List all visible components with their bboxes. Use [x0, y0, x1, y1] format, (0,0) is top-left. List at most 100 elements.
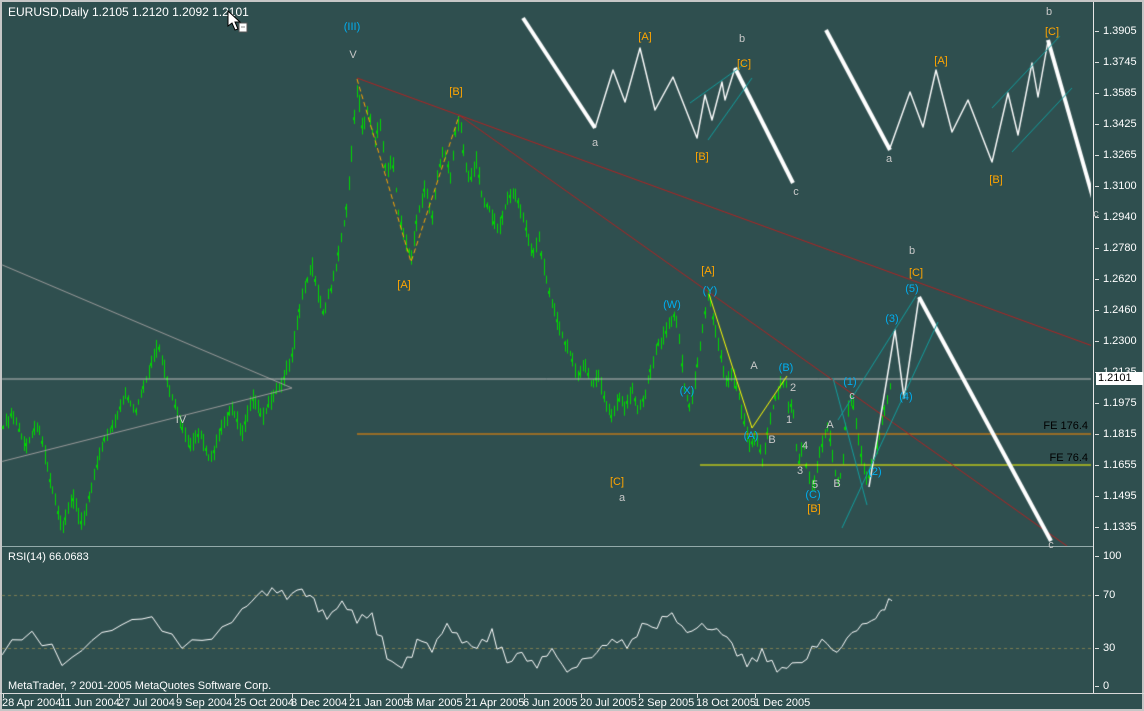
wave-label-y: (Y) [702, 285, 718, 297]
date-axis-tick [466, 694, 467, 698]
date-axis-label: 1 Dec 2005 [754, 697, 811, 709]
date-axis-tick [524, 694, 525, 698]
price-axis-label: 1.2620 [1103, 273, 1137, 285]
rsi-axis-tick [1095, 648, 1099, 649]
wave-label-x: (X) [679, 385, 695, 397]
wave-label-y-a: [A] [701, 265, 715, 277]
date-axis-tick [350, 694, 351, 698]
forecast-label-c-end: c [1048, 539, 1054, 551]
pattern1-label-bc: [C] [736, 58, 752, 70]
price-axis-tick [1095, 310, 1099, 311]
pattern1-label-b: b [738, 33, 746, 45]
date-axis-label: 8 Mar 2005 [407, 697, 463, 709]
pattern2-label-ba: [A] [934, 55, 948, 67]
date-axis-tick [235, 694, 236, 698]
pattern2-label-c: c [1093, 208, 1099, 220]
price-axis-border [1093, 2, 1094, 693]
sub-label-2: 2 [789, 382, 797, 394]
wave-label-iii: (III) [343, 21, 361, 33]
date-axis-label: 18 Oct 2005 [696, 697, 756, 709]
sub-label-b2: B [833, 478, 841, 490]
pane-separator[interactable] [2, 546, 1093, 547]
price-axis-tick [1095, 248, 1099, 249]
price-axis-tick [1095, 496, 1099, 497]
copyright-text: MetaTrader, ? 2001-2005 MetaQuotes Softw… [8, 680, 272, 692]
wave-label-w: (W) [663, 299, 681, 311]
price-axis-tick [1095, 465, 1099, 466]
price-axis-label: 1.3745 [1103, 56, 1137, 68]
date-axis-tick [292, 694, 293, 698]
rsi-axis-label: 70 [1103, 589, 1116, 601]
pattern1-label-a: a [591, 137, 599, 149]
wave-label-b1-a: [A] [397, 279, 411, 291]
price-axis-label: 1.1975 [1103, 397, 1137, 409]
rsi-axis-tick [1095, 595, 1099, 596]
date-axis-label: 20 Jul 2005 [580, 697, 637, 709]
price-axis-tick [1095, 155, 1099, 156]
price-axis[interactable]: 1.2101 1.3905 1.3745 1.3585 1.3425 1.3265 1.3… [1094, 0, 1144, 693]
date-axis-label: 21 Jan 2005 [349, 697, 410, 709]
wave-label-b1-b: [B] [449, 86, 463, 98]
price-axis-label: 1.3585 [1103, 87, 1137, 99]
date-axis-separator [0, 693, 1144, 694]
price-axis-tick [1095, 403, 1099, 404]
wave-label-bf: [B] [807, 503, 821, 515]
date-axis-label: 11 Jun 2004 [60, 697, 120, 709]
wave-label-iv: IV [175, 414, 187, 426]
date-axis-tick [61, 694, 62, 698]
forecast-label-2: (2) [868, 466, 882, 478]
price-axis-tick [1095, 341, 1099, 342]
rsi-indicator-label: RSI(14) 66.0683 [8, 551, 89, 563]
pattern2-label-bc: [C] [1044, 26, 1060, 38]
pattern2-label-b: b [1045, 6, 1053, 18]
pattern1-label-ba: [A] [638, 31, 652, 43]
rsi-axis-tick [1095, 686, 1099, 687]
wave-label-c-target: [C] [609, 476, 625, 488]
price-axis-tick [1095, 62, 1099, 63]
price-axis-label: 1.2460 [1103, 304, 1137, 316]
price-axis-tick [1095, 279, 1099, 280]
date-axis-tick [3, 694, 4, 698]
wave-label-2c: (C) [805, 489, 821, 501]
price-axis-tick [1095, 31, 1099, 32]
date-axis-label: 2 Sep 2005 [638, 697, 695, 709]
price-axis-label: 1.1335 [1103, 521, 1137, 533]
date-axis-label: 9 Sep 2004 [176, 697, 233, 709]
date-axis[interactable]: 28 Apr 2004 11 Jun 2004 27 Jul 2004 9 Sep 2… [0, 694, 1144, 711]
forecast-label-5: (5) [905, 283, 919, 295]
price-axis-label: 1.3905 [1103, 25, 1137, 37]
forecast-label-1: (1) [843, 376, 857, 388]
price-axis-label: 1.1655 [1103, 459, 1137, 471]
pattern1-label-c: c [793, 186, 799, 198]
mouse-cursor-icon [227, 10, 248, 33]
sub-label-4: 4 [801, 440, 809, 452]
wave-label-2b: (B) [778, 362, 794, 374]
date-axis-tick [639, 694, 640, 698]
forecast-label-4: (4) [899, 391, 913, 403]
sub-label-b: B [768, 434, 776, 446]
date-axis-tick [581, 694, 582, 698]
date-axis-label: 8 Dec 2004 [291, 697, 348, 709]
rsi-axis-label: 0 [1103, 680, 1110, 692]
wave-label-a-target: a [618, 492, 626, 504]
price-axis-label: 1.3425 [1103, 118, 1137, 130]
chart-title: EURUSD,Daily 1.2105 1.2120 1.2092 1.2101 [8, 5, 249, 19]
date-axis-tick [177, 694, 178, 698]
pattern2-label-bb: [B] [989, 174, 1003, 186]
price-axis-tick [1095, 124, 1099, 125]
price-axis-tick [1095, 527, 1099, 528]
sub-label-3: 3 [796, 465, 804, 477]
forecast-label-b: b [908, 245, 916, 257]
date-axis-label: 27 Jul 2004 [118, 697, 175, 709]
date-axis-tick [755, 694, 756, 698]
wave-label-2a: (A) [743, 430, 759, 442]
rsi-axis-label: 30 [1103, 642, 1116, 654]
date-axis-tick [119, 694, 120, 698]
price-axis-label: 1.3265 [1103, 149, 1137, 161]
forecast-label-3: (3) [885, 313, 899, 325]
price-axis-label: 1.2780 [1103, 242, 1137, 254]
sub-label-c2: c [849, 390, 855, 402]
wave-label-v: V [349, 49, 357, 61]
